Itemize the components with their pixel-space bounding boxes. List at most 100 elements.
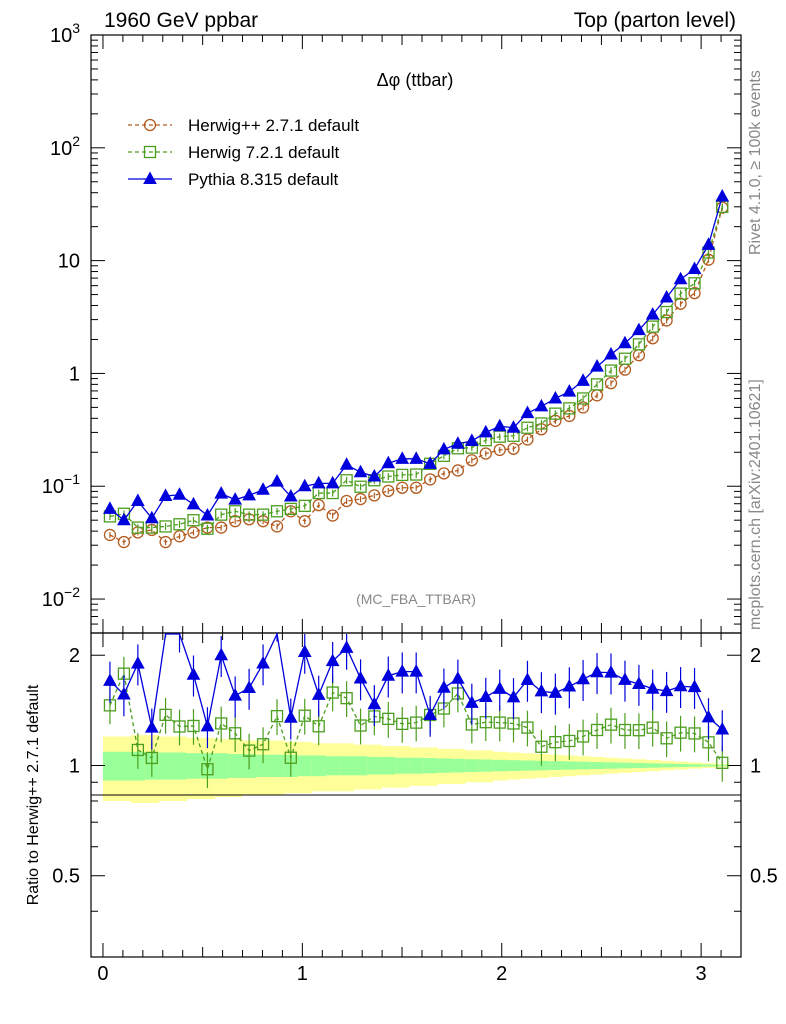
main-point [270,505,284,518]
ratio-point [604,718,618,731]
main-point [618,335,632,349]
ratio-point [284,751,297,764]
ratio-point [353,671,368,684]
plot-title: Δφ (ttbar) [377,70,454,90]
band-inner-bin [102,751,118,781]
ratio-point [521,721,534,734]
main-point [632,322,646,336]
band-inner-bin [172,752,188,780]
band-inner-bin [423,758,438,774]
ratio-y-tick-label-left: 2 [69,645,80,667]
main-point [382,470,395,483]
main-point [604,364,618,377]
ratio-point [311,687,326,700]
main-point [534,398,549,412]
ratio-point [131,743,145,757]
ratio-point [326,686,339,699]
band-inner-bin [590,762,605,770]
main-point [701,237,716,250]
main-point [353,464,368,478]
ratio-point [270,710,284,723]
main-point [103,528,117,542]
band-inner-bin [492,759,508,772]
ratio-point [632,676,646,690]
main-point [242,487,256,501]
ratio-point [562,678,577,692]
main-point [687,261,702,274]
ratio-point [660,732,673,745]
main-point [437,467,451,480]
ratio-point [298,709,311,722]
main-point [409,451,424,464]
legend-marker [143,145,157,159]
main-series-line [109,207,723,543]
main-point [242,508,256,521]
main-point [576,392,590,405]
main-point [451,436,465,449]
ratio-point [145,751,158,765]
main-point [298,515,311,528]
main-point [173,530,186,543]
main-point [451,464,465,477]
ratio-y-tick-label-right: 0.5 [750,866,778,888]
main-point [645,307,660,320]
band-inner-bin [395,757,410,774]
ratio-point [549,736,562,749]
x-tick-label: 1 [297,963,308,985]
main-point [396,468,409,482]
band-inner-bin [256,754,271,778]
main-point [131,521,145,534]
ratio-point [201,763,214,776]
ratio-point [131,656,145,669]
main-y-tick-label: 10 [58,251,80,273]
band-inner-bin [339,756,355,776]
main-point [201,522,214,535]
ratio-point [409,664,424,677]
main-point [228,492,242,505]
ratio-point [144,720,159,733]
main-point [549,407,562,420]
ratio-point [256,656,270,669]
main-point [340,494,353,508]
main-point [311,475,326,489]
main-point [674,287,687,300]
main-point [186,496,201,510]
ratio-point [701,709,716,723]
main-point [200,507,215,521]
ratio-point [493,716,506,729]
ratio-point [590,664,604,678]
band-inner-bin [450,758,466,773]
ratio-point [242,744,256,757]
main-point [688,286,701,300]
ratio-point [200,718,215,732]
main-y-tick-label: 102 [50,133,80,160]
main-y-tick-label: 103 [50,20,80,47]
ratio-point [715,721,730,735]
legend-item: Pythia 8.315 default [128,170,339,189]
band-inner-bin [576,761,591,770]
analysis-tag: (MC_FBA_TTBAR) [356,591,476,607]
ratio-point [173,720,186,733]
ratio-point [339,640,354,653]
ratio-point [535,740,548,753]
main-point [590,378,604,391]
ratio-point [354,719,367,732]
ratio-point [396,717,409,731]
band-inner-bin [297,755,313,777]
main-point [464,433,479,446]
main-point [215,508,228,521]
legend-item: Herwig++ 2.7.1 default [128,116,359,135]
legend: Herwig++ 2.7.1 default Herwig 7.2.1 defau… [128,116,359,189]
main-point [298,499,311,513]
main-point [103,501,117,514]
ratio-point [618,723,632,737]
main-point [618,352,632,365]
main-point [354,492,367,506]
ratio-point [340,692,353,705]
ratio-point [632,724,646,737]
ratio-point [325,653,340,667]
main-y-tick-label: 10−1 [42,471,80,498]
ratio-point [478,689,493,702]
main-point [673,271,688,285]
